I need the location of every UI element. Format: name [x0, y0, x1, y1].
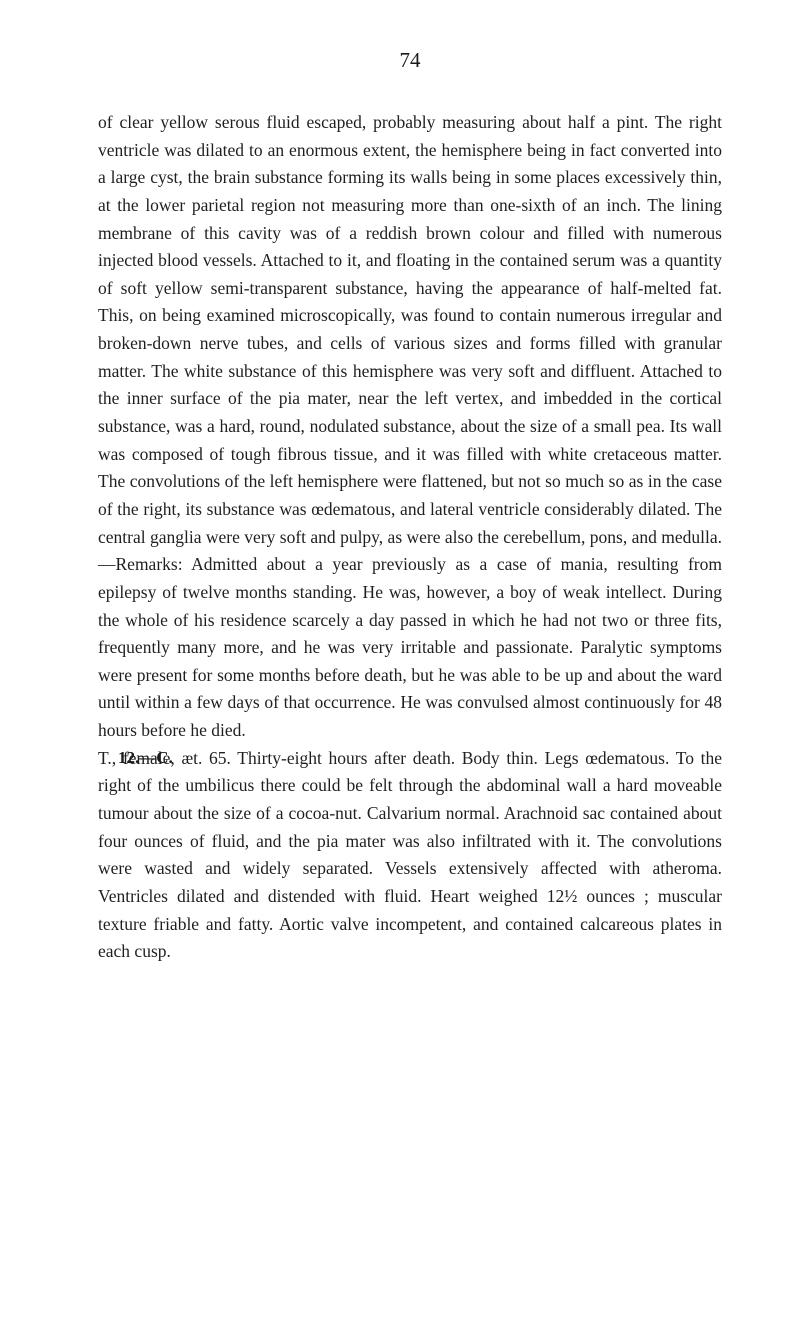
- page-number: 74: [98, 48, 722, 73]
- body-text-container: of clear yellow serous fluid escaped, pr…: [98, 109, 722, 966]
- entry-12-wrapper: 12.—C. T., female, æt. 65. Thirty-eight …: [98, 745, 722, 966]
- entry-12-label: 12.—C.: [118, 745, 173, 772]
- entry-12-text: T., female, æt. 65. Thirty-eight hours a…: [98, 745, 722, 966]
- paragraph-1: of clear yellow serous fluid escaped, pr…: [98, 109, 722, 745]
